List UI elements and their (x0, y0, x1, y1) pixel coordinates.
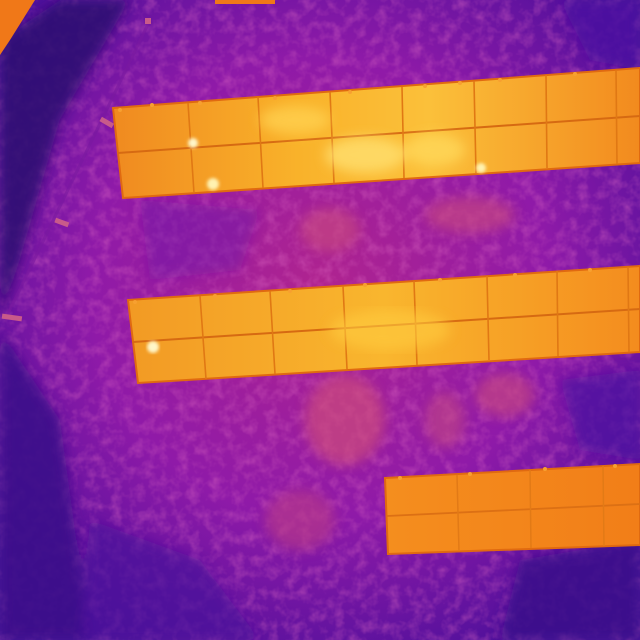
hot-strip-top (215, 0, 275, 4)
warm-patches (265, 197, 535, 550)
fence-posts (1, 18, 152, 322)
hotspots-top (188, 138, 486, 190)
panel-row-top (111, 66, 640, 200)
panel-row-middle (126, 264, 640, 385)
hotspots-middle (147, 341, 159, 353)
panel-row-bottom (383, 462, 640, 556)
hot-object-corner (0, 0, 35, 55)
